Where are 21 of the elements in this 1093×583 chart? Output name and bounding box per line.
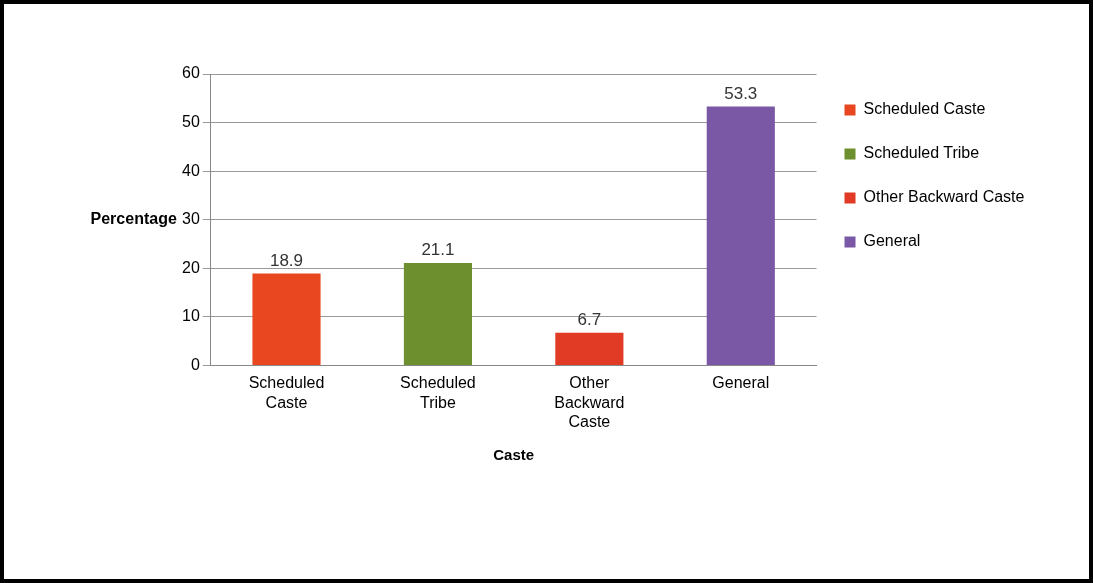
y-tick-label: 60 [182,64,200,82]
y-tick-label: 40 [182,161,200,179]
data-label: 6.7 [577,310,602,330]
y-tick-label: 50 [182,112,200,130]
data-label: 18.9 [269,250,304,270]
x-tick-label: Other Backward Caste [554,374,625,430]
legend-label: Scheduled Tribe [863,144,980,162]
data-label: 21.1 [421,240,455,260]
x-tick-label: General [712,374,770,392]
data-label: 53.3 [724,83,758,103]
x-tick-label: Scheduled Caste [248,374,325,411]
x-axis-title: Caste [493,446,535,464]
y-axis-title: Percentage [90,210,177,228]
y-tick-label: 0 [190,355,200,373]
legend-label: Other Backward Caste [863,188,1025,206]
x-tick-label: Scheduled Tribe [400,374,476,411]
legend-label: Scheduled Caste [863,100,986,118]
y-tick-label: 20 [182,258,200,276]
y-tick-label: 30 [182,210,200,228]
y-tick-label: 10 [182,307,200,325]
legend-label: General [863,232,921,250]
